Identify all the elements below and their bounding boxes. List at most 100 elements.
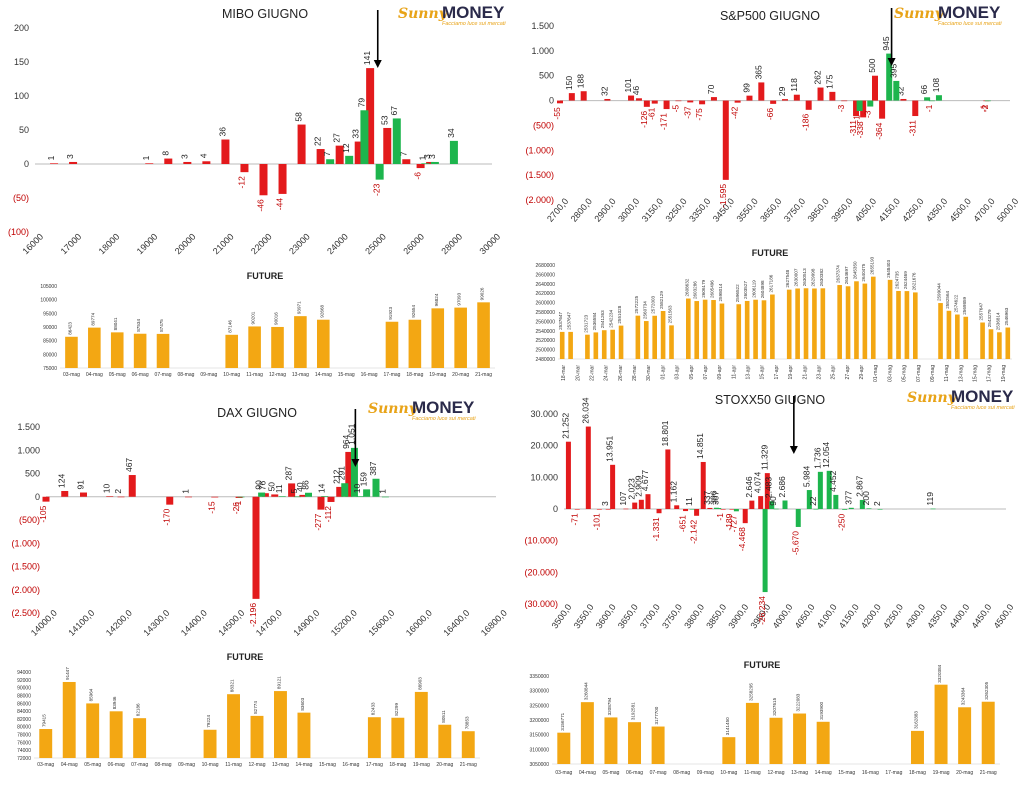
sp500-bar-label: -1 <box>852 115 862 123</box>
dax-ytick-label: 500 <box>25 469 40 479</box>
dax_future-ytick-label: 94000 <box>17 670 31 676</box>
dax-xtick-label: 14900,0 <box>291 608 321 638</box>
stoxx50-bar-label: 2.023 <box>627 478 637 500</box>
mibo-bar-label: -12 <box>236 176 246 189</box>
stoxx50-bar-label: 11.329 <box>759 444 769 470</box>
stoxx_future-bar <box>910 730 924 764</box>
sp500-bar <box>643 100 650 107</box>
stoxx50-bar-label: 4.452 <box>828 470 838 492</box>
sp500_future-bar-label: 2604898 <box>760 280 765 298</box>
sp500_future-bar-label: 2546963 <box>1004 307 1009 325</box>
sp500_future-bar <box>652 315 657 359</box>
logo-money-text: MONEY <box>412 398 475 417</box>
stoxx_future-bar <box>580 702 594 764</box>
stoxx_future-bar <box>722 737 736 764</box>
sp500_future-xtick-label: 15-apr <box>760 365 766 380</box>
mibo-bar-label: 27 <box>332 133 342 143</box>
sp500-title: S&P500 GIUGNO <box>720 9 820 23</box>
stoxx50-bar <box>866 508 872 509</box>
mibo-bar-label: 53 <box>379 115 389 125</box>
mibo_future-bar <box>133 333 147 368</box>
mibo-bar-label: 141 <box>362 51 372 65</box>
sp500-bar <box>817 87 824 101</box>
dax-bar-label: 10 <box>102 484 112 494</box>
sp500-bar <box>829 91 836 101</box>
sp500_future-xtick-label: 19-mag <box>1001 365 1007 382</box>
sp500_future-bar-label: 2630007 <box>794 268 799 286</box>
sp500-bar-label: 150 <box>564 76 574 90</box>
stoxx50-bar-label: 396 <box>708 490 718 504</box>
dax_future-bar-label: 82186 <box>136 703 141 716</box>
stoxx50-bar <box>610 464 616 509</box>
stoxx_future-bar <box>934 684 948 764</box>
mibo-bar-label: 58 <box>294 112 304 122</box>
dax-xtick-label: 14100,0 <box>66 608 96 638</box>
sp500-bar <box>924 97 931 101</box>
dax-bar-label: 291 <box>337 466 347 480</box>
mibo-future-panel: FUTURE 105000 100000 95000 90000 85000 80000 75… <box>30 268 500 388</box>
sp500_future-bar-label: 2634697 <box>844 266 849 284</box>
dax_future-bar-label: 82299 <box>394 703 399 716</box>
stoxx_future-bar <box>816 721 830 764</box>
sp500_future-xtick-label: 26-mar <box>618 365 624 381</box>
dax-bar <box>363 489 371 497</box>
sp500_future-bar-label: 2551028 <box>617 305 622 323</box>
stoxx50-bar <box>762 509 768 593</box>
mibo-bar <box>164 158 173 164</box>
sp500-bar <box>710 97 717 101</box>
mibo-bar <box>392 118 401 164</box>
sp500_future-bar <box>559 331 565 359</box>
sp500-bar <box>900 98 907 101</box>
dax-xtick-label: 14200,0 <box>104 608 134 638</box>
dax-bar-label: 76 <box>257 480 267 490</box>
mibo_future-xtick-label: 06-mag <box>132 372 149 378</box>
sp500_future-ytick-label: 2660000 <box>536 272 556 278</box>
mibo_future-xtick-label: 05-mag <box>109 372 126 378</box>
mibo-bar <box>69 161 78 164</box>
sp500-bar <box>860 100 867 118</box>
dax_future-ytick-label: 92000 <box>17 678 31 684</box>
sp500-bar <box>928 100 935 102</box>
stoxx_future-bar-label: 3162883 <box>913 711 918 729</box>
mibo-bar <box>383 127 392 164</box>
logo-tagline: Facciamo luce sui mercati <box>951 405 1015 411</box>
sp500_future-xtick-label: 21-apr <box>802 365 808 380</box>
mibo-bar-label: 7 <box>322 151 332 156</box>
sp500-bar-label: 175 <box>824 74 834 88</box>
sp500-bar <box>734 100 741 103</box>
mibo_future-ytick-label: 75000 <box>43 366 57 372</box>
dax-bar-label: 1 <box>181 489 191 494</box>
sp500_future-bar <box>585 334 590 359</box>
mibo_future-ytick-label: 80000 <box>43 352 57 358</box>
sp500_future-bar <box>694 301 700 359</box>
dax_future-bar <box>438 724 452 758</box>
mibo_future-ytick-label: 95000 <box>43 311 57 317</box>
dax-ytick-label: (500) <box>19 515 40 525</box>
sp500_future-bar <box>854 281 859 359</box>
dax-bar <box>372 478 380 497</box>
dax_future-bar <box>133 718 147 758</box>
stoxx50-bar-label: 337 <box>702 490 712 504</box>
mibo_future-title: FUTURE <box>247 271 284 281</box>
stoxx50-bar <box>795 509 801 527</box>
dax-ytick-label: 1.500 <box>17 422 40 432</box>
sp500_future-bar-label: 2542234 <box>609 309 614 327</box>
stoxx50-bar-label: 2.686 <box>777 476 787 498</box>
dax_future-xtick-label: 10-mag <box>202 762 219 768</box>
mibo-bar-label: -46 <box>256 199 266 212</box>
stoxx_future-bar-label: 3177700 <box>654 706 659 724</box>
mibo-bar-label: 1 <box>417 155 427 160</box>
stoxx_future-bar-label: 3208794 <box>607 697 612 715</box>
logo-money-text: MONEY <box>951 387 1014 406</box>
stoxx50-bar <box>782 500 788 509</box>
dax-bar <box>341 483 349 497</box>
stoxx50-xtick-label: 4250,0 <box>881 602 905 630</box>
stoxx50-bar-label: 1.162 <box>669 481 679 503</box>
sp500-ytick-label: (1.000) <box>525 145 554 155</box>
sp500-bar-label: -55 <box>552 107 562 120</box>
mibo-bar-label: 3 <box>179 154 189 159</box>
sp500_future-bar <box>870 276 876 359</box>
sp500-bar <box>687 100 694 103</box>
logo-sunny-text: Sunny <box>398 6 448 22</box>
